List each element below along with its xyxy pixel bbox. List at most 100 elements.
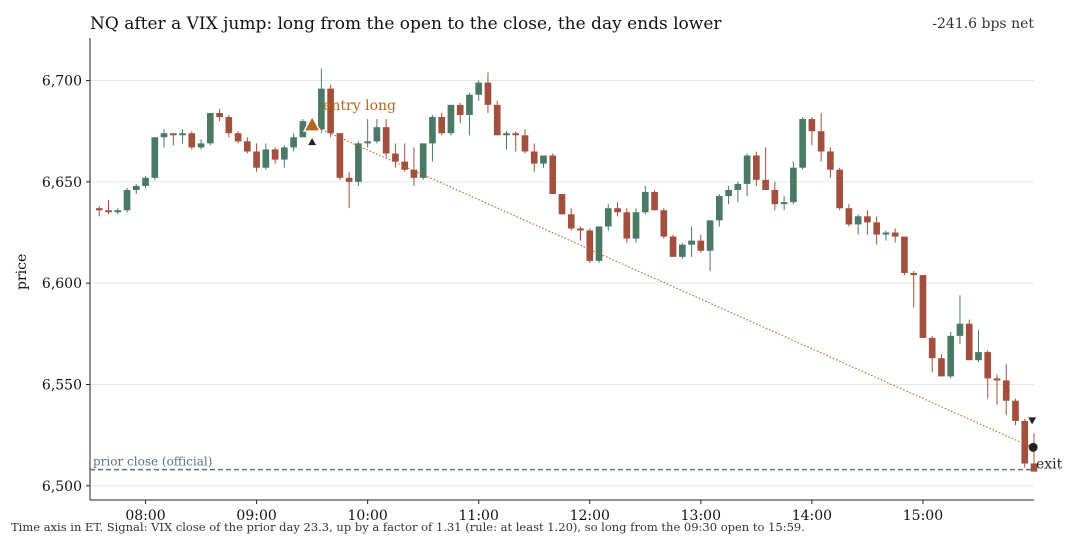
- candle-body: [947, 335, 955, 377]
- candle-body: [521, 135, 529, 152]
- candle-body: [567, 214, 575, 229]
- candle-body: [503, 133, 510, 136]
- candle-body: [123, 189, 131, 211]
- candle-body: [132, 185, 140, 190]
- candle-body: [753, 155, 760, 180]
- candle-body: [780, 202, 788, 205]
- candle-body: [216, 112, 223, 118]
- candle-body: [95, 208, 103, 211]
- candle-body: [355, 143, 362, 182]
- candle-body: [1002, 380, 1010, 401]
- candle-body: [327, 88, 334, 134]
- y-tick-label: 6,600: [42, 276, 82, 292]
- candle-body: [373, 127, 381, 142]
- candle-body: [382, 127, 390, 154]
- candle-body: [928, 337, 936, 359]
- candle-body: [873, 222, 880, 235]
- candle-body: [577, 228, 584, 231]
- overlay: prior close (official) entry long exit: [90, 98, 1063, 473]
- net-return-label: -241.6 bps net: [932, 16, 1034, 32]
- candle-body: [919, 275, 927, 338]
- candle-body: [790, 167, 797, 203]
- candle-body: [1030, 463, 1038, 472]
- candle-body: [762, 179, 769, 190]
- exit-label: exit: [1036, 457, 1063, 473]
- x-tick-label: 08:00: [125, 508, 165, 524]
- candle-body: [614, 208, 621, 213]
- candle-body: [558, 194, 566, 215]
- candle-body: [623, 212, 631, 239]
- candle-body: [799, 119, 806, 168]
- signal-up-marker: [308, 138, 317, 146]
- candle-body: [262, 149, 270, 168]
- x-tick-label: 10:00: [347, 508, 387, 524]
- x-tick-label: 15:00: [903, 508, 943, 524]
- candle-body: [827, 151, 834, 170]
- y-tick-label: 6,550: [42, 378, 82, 394]
- candle-body: [891, 232, 899, 237]
- candle-body: [854, 216, 862, 225]
- candle-body: [253, 151, 260, 168]
- candle-body: [169, 133, 177, 136]
- candle-body: [910, 273, 918, 276]
- candle-body: [142, 177, 149, 186]
- candle-body: [318, 88, 325, 130]
- candle-body: [771, 189, 779, 205]
- candle-body: [160, 133, 168, 138]
- candle-body: [595, 226, 603, 261]
- axes: 6,500 6,550 6,600 6,650 6,700 08:00 09:00 10:00…: [42, 38, 1034, 524]
- candle-body: [1012, 400, 1019, 421]
- prior-close-label: prior close (official): [93, 455, 212, 469]
- candle-body: [466, 94, 473, 115]
- candle-body: [660, 210, 668, 237]
- candle-body: [234, 133, 242, 142]
- candle-body: [392, 153, 399, 162]
- exit-marker: [1028, 442, 1038, 452]
- entry-label: entry long: [323, 98, 396, 114]
- candle-body: [706, 220, 714, 251]
- y-tick-label: 6,650: [42, 175, 82, 191]
- candle-body: [641, 192, 649, 213]
- candle-body: [725, 189, 732, 197]
- candle-body: [965, 323, 973, 361]
- candle-body: [475, 82, 483, 95]
- x-tick-label: 09:00: [236, 508, 276, 524]
- x-tick-label: 12:00: [570, 508, 610, 524]
- y-tick-label: 6,500: [42, 479, 82, 495]
- candle-body: [512, 133, 520, 136]
- candle-body: [632, 212, 640, 239]
- candle-body: [419, 143, 427, 178]
- candle-body: [901, 236, 908, 274]
- candle-body: [651, 192, 658, 211]
- candle-body: [271, 149, 279, 160]
- candle-body: [197, 143, 205, 148]
- candle-body: [540, 155, 547, 164]
- candle-body: [447, 104, 455, 134]
- candle-body: [743, 155, 751, 184]
- candle-body: [734, 183, 742, 190]
- candle-body: [105, 210, 112, 213]
- candle-body: [336, 133, 344, 178]
- candle-body: [836, 169, 843, 209]
- candle-body: [456, 104, 464, 115]
- grid-lines: [90, 80, 1034, 487]
- candle-body: [364, 141, 371, 144]
- candle-body: [225, 117, 233, 134]
- candle-body: [410, 169, 418, 178]
- candle-body: [290, 137, 297, 148]
- candle-body: [993, 378, 1001, 381]
- candle-body: [938, 358, 945, 377]
- chart-title: NQ after a VIX jump: long from the open …: [90, 14, 722, 34]
- candle-body: [188, 133, 196, 148]
- candle-body: [244, 141, 251, 152]
- candle-body: [882, 232, 890, 235]
- candle-body: [1021, 420, 1029, 464]
- candle-body: [438, 117, 446, 134]
- candle-body: [678, 244, 686, 257]
- candle-body: [975, 352, 982, 361]
- candle-body: [716, 196, 723, 221]
- candle-body: [697, 240, 705, 251]
- candle-body: [401, 161, 408, 170]
- entry-marker: [302, 114, 322, 132]
